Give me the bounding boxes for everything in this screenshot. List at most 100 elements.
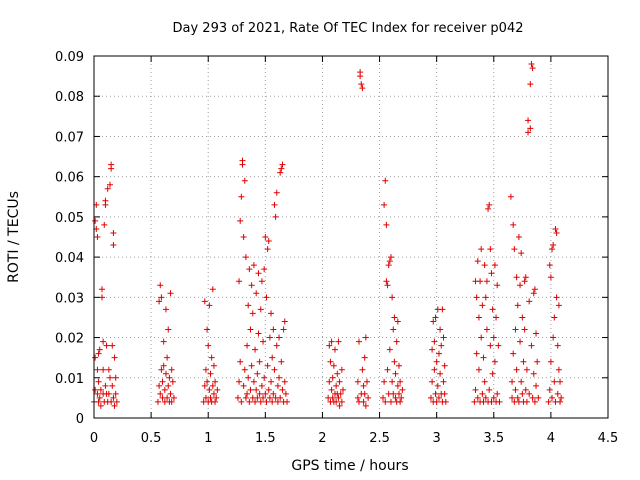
data-point (160, 338, 167, 345)
data-point (241, 177, 248, 184)
data-point (358, 81, 365, 88)
data-point (397, 398, 404, 405)
data-point (254, 370, 261, 377)
data-point (386, 346, 393, 353)
data-point (334, 370, 341, 377)
data-point (113, 398, 120, 405)
data-point (394, 318, 401, 325)
data-point (509, 394, 516, 401)
data-point (162, 306, 169, 313)
data-point (112, 390, 119, 397)
x-tick-label: 3.5 (483, 431, 504, 446)
data-point (360, 382, 367, 389)
data-point (527, 81, 534, 88)
data-point (102, 197, 109, 204)
data-point (167, 390, 174, 397)
data-point (250, 378, 257, 385)
data-point (552, 225, 559, 232)
data-point (437, 326, 444, 333)
data-point (253, 290, 260, 297)
data-point (212, 398, 219, 405)
data-points (91, 61, 565, 409)
data-point (488, 270, 495, 277)
x-tick-label: 1.5 (255, 431, 276, 446)
data-point (395, 390, 402, 397)
data-point (520, 358, 527, 365)
data-point (379, 394, 386, 401)
data-point (397, 378, 404, 385)
data-point (260, 394, 267, 401)
data-point (97, 402, 104, 409)
data-point (111, 354, 118, 361)
data-point (389, 294, 396, 301)
data-point (257, 398, 264, 405)
data-point (441, 390, 448, 397)
data-point (510, 221, 517, 228)
data-point (330, 362, 337, 369)
data-point (112, 374, 119, 381)
data-point (105, 366, 112, 373)
data-point (252, 398, 259, 405)
data-point (274, 382, 281, 389)
data-point (547, 358, 554, 365)
data-point (384, 282, 391, 289)
data-point (328, 386, 335, 393)
data-point (274, 398, 281, 405)
data-point (399, 386, 406, 393)
data-point (490, 394, 497, 401)
data-point (258, 278, 265, 285)
data-point (517, 282, 524, 289)
data-point (483, 278, 490, 285)
data-point (100, 338, 107, 345)
data-point (159, 378, 166, 385)
data-point (328, 338, 335, 345)
data-point (206, 302, 213, 309)
data-point (485, 205, 492, 212)
data-point (280, 326, 287, 333)
data-point (432, 314, 439, 321)
data-point (475, 366, 482, 373)
data-point (533, 382, 540, 389)
y-axis-title: ROTI / TECUs (6, 191, 22, 283)
data-point (202, 366, 209, 373)
data-point (391, 358, 398, 365)
data-point (530, 290, 537, 297)
chart-title: Day 293 of 2021, Rate Of TEC Index for r… (173, 21, 524, 36)
data-point (531, 286, 538, 293)
data-point (551, 378, 558, 385)
data-point (381, 378, 388, 385)
data-point (94, 390, 101, 397)
data-point (240, 382, 247, 389)
data-point (204, 326, 211, 333)
data-point (110, 242, 117, 249)
data-point (206, 386, 213, 393)
data-point (157, 282, 164, 289)
data-point (96, 394, 103, 401)
data-point (111, 402, 118, 409)
data-point (363, 378, 370, 385)
data-point (529, 394, 536, 401)
data-point (245, 374, 252, 381)
data-point (110, 229, 117, 236)
x-axis-title: GPS time / hours (291, 458, 408, 474)
data-point (166, 374, 173, 381)
data-point (246, 266, 253, 273)
data-point (237, 358, 244, 365)
data-point (214, 386, 221, 393)
data-point (525, 129, 532, 136)
data-point (158, 366, 165, 373)
data-point (546, 262, 553, 269)
data-point (510, 350, 517, 357)
data-point (554, 390, 561, 397)
x-tick-label: 0.5 (141, 431, 162, 446)
data-point (245, 302, 252, 309)
data-point (208, 354, 215, 361)
data-point (279, 161, 286, 168)
data-point (383, 278, 390, 285)
data-point (384, 366, 391, 373)
data-point (92, 386, 99, 393)
data-point (391, 314, 398, 321)
data-point (482, 394, 489, 401)
data-point (101, 221, 108, 228)
data-point (255, 270, 262, 277)
